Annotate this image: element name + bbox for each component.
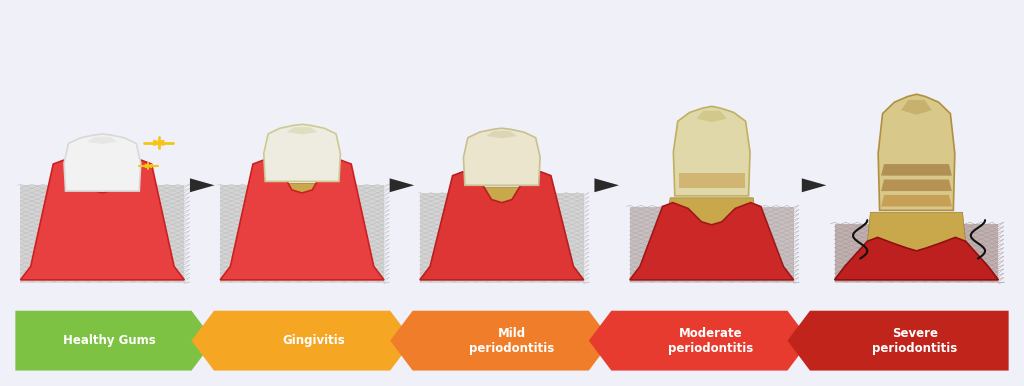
Polygon shape: [460, 187, 544, 207]
Polygon shape: [190, 178, 215, 192]
Polygon shape: [674, 106, 750, 196]
Polygon shape: [191, 311, 413, 371]
Polygon shape: [679, 173, 744, 188]
Bar: [630, 207, 794, 282]
Polygon shape: [15, 311, 214, 371]
Polygon shape: [88, 189, 117, 222]
Polygon shape: [390, 311, 611, 371]
Bar: [20, 185, 184, 282]
Polygon shape: [487, 199, 516, 230]
Polygon shape: [696, 111, 727, 122]
Text: Mild
periodontitis: Mild periodontitis: [469, 327, 555, 355]
Polygon shape: [902, 235, 931, 261]
Polygon shape: [683, 206, 740, 233]
Polygon shape: [220, 160, 384, 280]
Bar: [220, 185, 384, 282]
Text: Gingivitis: Gingivitis: [282, 334, 345, 347]
Polygon shape: [288, 189, 316, 222]
Polygon shape: [865, 212, 968, 262]
Polygon shape: [881, 195, 952, 207]
Polygon shape: [879, 94, 954, 210]
Polygon shape: [65, 134, 140, 191]
Polygon shape: [881, 164, 952, 176]
Bar: [835, 224, 998, 282]
Polygon shape: [666, 198, 758, 233]
Polygon shape: [885, 224, 948, 262]
Polygon shape: [594, 178, 618, 192]
Text: Severe
periodontitis: Severe periodontitis: [872, 327, 957, 355]
Polygon shape: [87, 137, 118, 144]
Text: Healthy Gums: Healthy Gums: [62, 334, 156, 347]
Polygon shape: [20, 160, 184, 280]
Polygon shape: [262, 183, 342, 196]
Polygon shape: [589, 311, 810, 371]
Polygon shape: [697, 218, 726, 243]
Polygon shape: [901, 100, 932, 115]
Polygon shape: [420, 172, 584, 280]
Polygon shape: [802, 178, 826, 192]
Polygon shape: [389, 178, 414, 192]
Polygon shape: [264, 124, 340, 181]
Bar: [420, 193, 584, 282]
Polygon shape: [630, 203, 794, 280]
Polygon shape: [787, 311, 1009, 371]
Polygon shape: [287, 127, 317, 134]
Polygon shape: [835, 237, 998, 280]
Text: Moderate
periodontitis: Moderate periodontitis: [668, 327, 754, 355]
Polygon shape: [881, 179, 952, 191]
Polygon shape: [464, 128, 540, 185]
Polygon shape: [486, 131, 517, 138]
